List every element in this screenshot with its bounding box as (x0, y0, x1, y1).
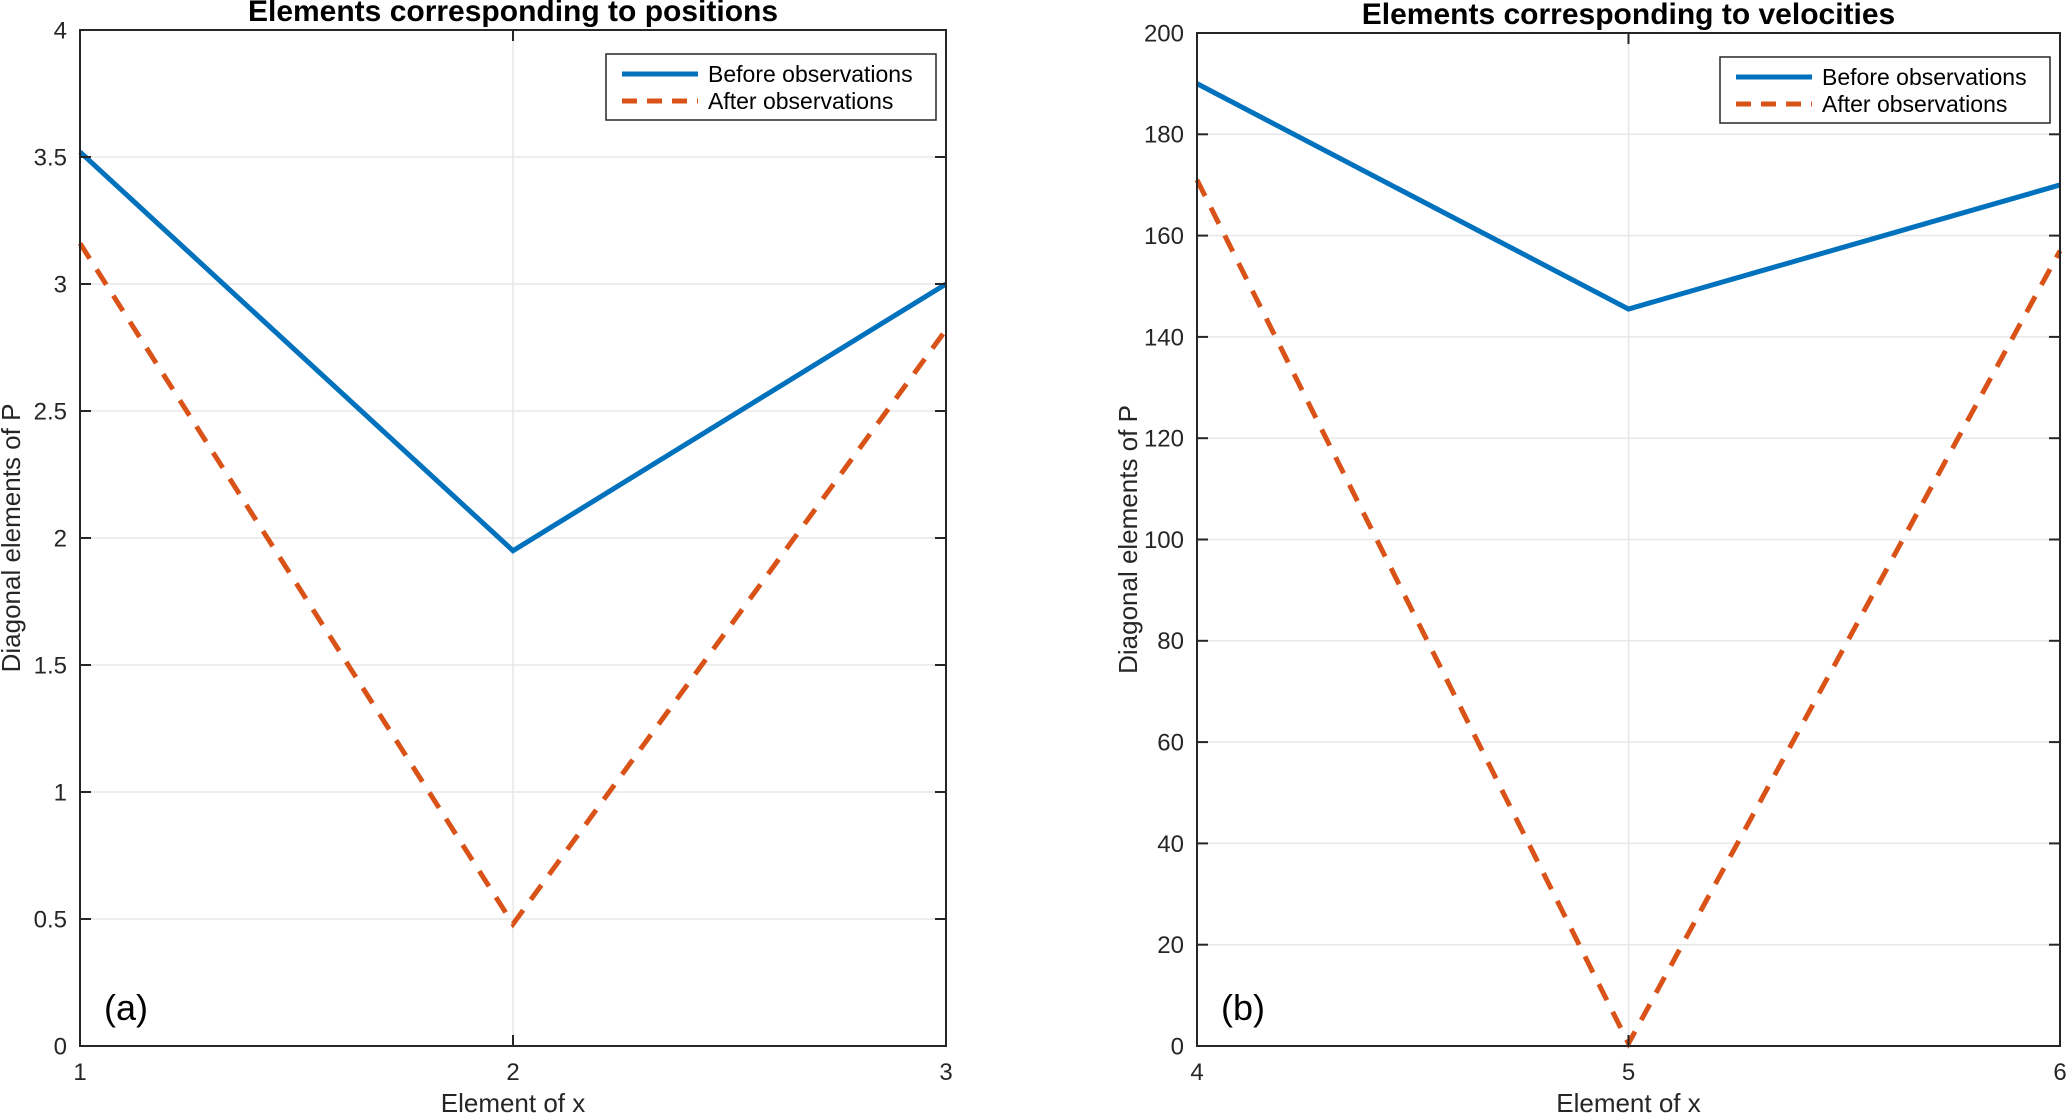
panel-annotation: (b) (1221, 987, 1265, 1028)
y-tick-label: 1 (54, 779, 67, 806)
y-tick-label: 3 (54, 271, 67, 298)
y-tick-label: 80 (1157, 628, 1184, 655)
y-tick-label: 3.5 (34, 144, 67, 171)
y-tick-label: 0.5 (34, 906, 67, 933)
y-tick-label: 100 (1144, 527, 1184, 554)
y-tick-label: 140 (1144, 324, 1184, 351)
legend-box (1719, 56, 2051, 124)
x-tick-label: 3 (939, 1059, 952, 1086)
x-axis-label: Element of x (441, 1088, 586, 1118)
legend-label: Before observations (1822, 64, 2027, 90)
panel-velocities: 4 5 6 0 20 40 60 80 100 120 140 160 180 200 Elements c… (1034, 0, 2067, 1119)
y-tick-label: 180 (1144, 122, 1184, 149)
y-tick-label: 0 (1171, 1033, 1184, 1060)
y-tick-label: 2 (54, 525, 67, 552)
legend-label: Before observations (708, 61, 913, 87)
x-tick-label: 6 (2053, 1059, 2066, 1086)
chart-positions: 1 2 3 0 0.5 1 1.5 2 2.5 3 3.5 4 Elements correspondi… (0, 0, 953, 1118)
y-tick-label: 0 (54, 1033, 67, 1060)
y-tick-label: 4 (54, 17, 67, 44)
chart-title: Elements corresponding to positions (248, 0, 778, 28)
panel-positions: 1 2 3 0 0.5 1 1.5 2 2.5 3 3.5 4 Elements correspondi… (0, 0, 953, 1118)
y-tick-label: 40 (1157, 831, 1184, 858)
x-tick-label: 5 (1622, 1059, 1635, 1086)
panel-annotation: (a) (104, 987, 148, 1028)
legend-label: After observations (1822, 91, 2007, 117)
y-tick-label: 20 (1157, 932, 1184, 959)
x-tick-label: 4 (1190, 1059, 1203, 1086)
chart-title: Elements corresponding to velocities (1362, 0, 1895, 31)
y-tick-label: 200 (1144, 20, 1184, 47)
series-line-after-observations (77, 242, 949, 929)
series-line-before-observations (1195, 81, 2061, 312)
y-tick-label: 2.5 (34, 398, 67, 425)
y-tick-label: 60 (1157, 730, 1184, 757)
x-tick-label: 2 (506, 1059, 519, 1086)
y-axis-label: Diagonal elements of P (0, 404, 26, 673)
x-tick-label: 1 (73, 1059, 86, 1086)
legend-box (605, 53, 937, 121)
y-axis-label: Diagonal elements of P (1113, 405, 1143, 674)
y-tick-label: 1.5 (34, 652, 67, 679)
y-tick-label: 160 (1144, 223, 1184, 250)
legend-label: After observations (708, 88, 893, 114)
y-tick-label: 120 (1144, 426, 1184, 453)
series-line-before-observations (78, 150, 948, 554)
x-axis-label: Element of x (1556, 1088, 1701, 1118)
